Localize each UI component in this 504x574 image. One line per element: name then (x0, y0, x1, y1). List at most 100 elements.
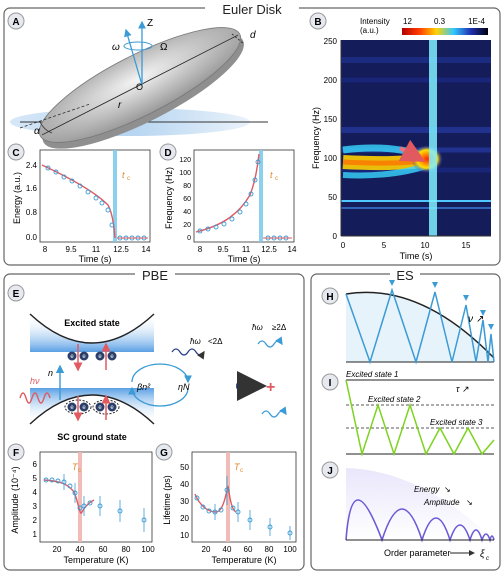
svg-text:50: 50 (180, 463, 189, 472)
svg-text:ν: ν (468, 314, 473, 325)
svg-text:H: H (326, 292, 333, 303)
svg-text:α: α (34, 126, 40, 137)
svg-text:c: c (78, 468, 81, 474)
svg-text:Excited state 2: Excited state 2 (368, 395, 421, 404)
svg-text:0: 0 (341, 241, 346, 250)
panel-e: E Excited state SC ground state e e e e e e e… (7, 284, 287, 442)
svg-text:Energy: Energy (414, 485, 440, 494)
panel-a: A Z ω Ω O r d α (7, 12, 268, 149)
h-zigzag (345, 287, 495, 365)
svg-text:5: 5 (382, 241, 387, 250)
svg-text:40: 40 (183, 209, 191, 216)
svg-text:c: c (240, 468, 243, 474)
svg-text:Intensity: Intensity (360, 17, 390, 26)
svg-text:c: c (127, 176, 130, 182)
svg-text:T: T (72, 462, 79, 472)
svg-text:0.8: 0.8 (26, 208, 38, 217)
svg-text:100: 100 (179, 170, 191, 177)
svg-text:ηN: ηN (178, 382, 190, 392)
svg-text:+: + (266, 379, 275, 396)
svg-text:e: e (70, 354, 74, 360)
svg-text:O: O (136, 82, 143, 92)
svg-text:30: 30 (180, 497, 189, 506)
panel-b: B Intensity (a.u.) 12 0.3 1E-4 250 200 1… (309, 12, 491, 261)
svg-text:5: 5 (33, 474, 38, 483)
svg-text:8: 8 (198, 245, 203, 254)
svg-text:10: 10 (180, 531, 189, 540)
svg-text:1E-4: 1E-4 (468, 17, 485, 26)
svg-text:20: 20 (202, 545, 211, 554)
svg-text:0.3: 0.3 (434, 17, 446, 26)
svg-text:e: e (70, 405, 74, 411)
svg-text:t: t (122, 170, 125, 180)
svg-text:↘: ↘ (466, 498, 473, 507)
h-envelope (345, 291, 495, 359)
svg-text:20: 20 (180, 514, 189, 523)
svg-text:0: 0 (333, 232, 338, 241)
svg-text:≥2Δ: ≥2Δ (272, 323, 287, 332)
svg-text:F: F (13, 448, 19, 459)
svg-text:J: J (327, 466, 333, 477)
svg-text:60: 60 (183, 196, 191, 203)
svg-text:G: G (160, 448, 168, 459)
svg-text:D: D (164, 148, 171, 159)
svg-text:0.0: 0.0 (26, 233, 38, 242)
svg-text:B: B (314, 17, 321, 28)
svg-text:ξ: ξ (480, 549, 485, 560)
svg-text:Order parameter: Order parameter (384, 548, 451, 558)
svg-text:40: 40 (223, 545, 232, 554)
svg-text:Frequency (Hz): Frequency (Hz) (164, 167, 174, 229)
svg-text:150: 150 (324, 115, 338, 124)
photon-wave (19, 392, 51, 404)
svg-text:C: C (12, 148, 19, 159)
svg-text:3: 3 (33, 502, 38, 511)
svg-text:10: 10 (421, 241, 430, 250)
svg-text:12: 12 (403, 17, 412, 26)
excited-band (30, 314, 154, 352)
svg-text:e: e (110, 354, 114, 360)
i-zigzag (345, 379, 495, 457)
svg-text:12.5: 12.5 (113, 245, 129, 254)
svg-text:A: A (12, 17, 19, 28)
svg-text:Amplitude (10⁻⁴): Amplitude (10⁻⁴) (10, 466, 20, 533)
svg-text:Time (s): Time (s) (228, 254, 261, 264)
pbe-title-bg (135, 267, 175, 283)
svg-text:e: e (98, 405, 102, 411)
svg-text:e: e (82, 354, 86, 360)
svg-text:Excited state: Excited state (64, 318, 120, 328)
energy-fit-curve (41, 164, 116, 239)
svg-text:↗: ↗ (476, 314, 484, 325)
svg-text:8: 8 (43, 245, 48, 254)
svg-text:80: 80 (122, 545, 131, 554)
svg-text:15: 15 (462, 241, 471, 250)
svg-text:t: t (270, 170, 273, 180)
svg-text:1.6: 1.6 (26, 184, 38, 193)
svg-text:50: 50 (328, 193, 337, 202)
svg-text:e: e (110, 405, 114, 411)
svg-text:E: E (13, 289, 20, 300)
panel-j: J Energy ↘ Amplitude ↘ Order parameter ξ… (321, 461, 495, 562)
svg-text:Lifetime (ps): Lifetime (ps) (162, 475, 172, 525)
euler-title: Euler Disk (222, 2, 282, 17)
svg-text:20: 20 (183, 222, 191, 229)
svg-text:250: 250 (324, 37, 338, 46)
svg-text:<2Δ: <2Δ (208, 337, 223, 346)
svg-text:11: 11 (242, 245, 251, 254)
svg-text:0: 0 (187, 235, 191, 242)
svg-text:20: 20 (53, 545, 62, 554)
svg-text:9.5: 9.5 (217, 245, 229, 254)
svg-text:14: 14 (288, 245, 297, 254)
svg-text:9.5: 9.5 (65, 245, 77, 254)
svg-text:120: 120 (179, 157, 191, 164)
svg-text:e: e (98, 354, 102, 360)
svg-text:Z: Z (147, 18, 153, 29)
es-title: ES (396, 268, 414, 283)
es-title-bg (390, 267, 420, 283)
svg-text:12.5: 12.5 (261, 245, 277, 254)
svg-text:Time (s): Time (s) (79, 254, 112, 264)
svg-text:I: I (329, 378, 332, 389)
svg-text:Temperature (K): Temperature (K) (211, 555, 276, 565)
panel-h: H ν ↗ (321, 280, 495, 365)
